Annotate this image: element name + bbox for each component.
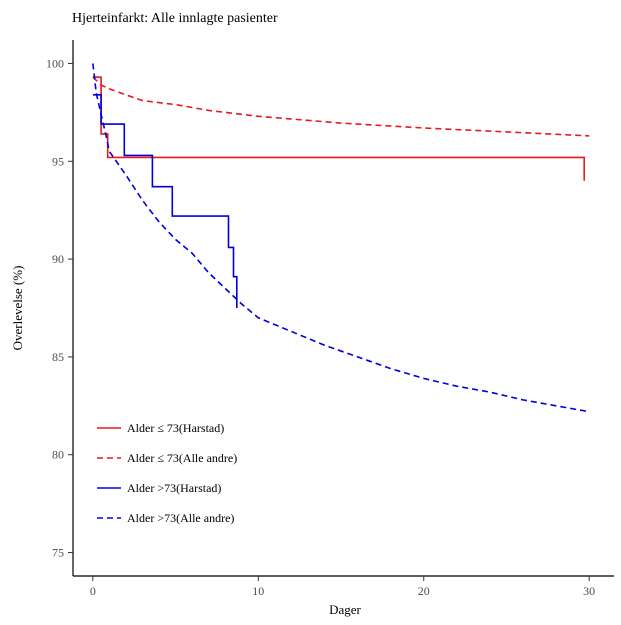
y-tick-label: 75: [52, 546, 64, 560]
x-tick-label: 10: [252, 584, 264, 598]
legend-label-1: Alder ≤ 73(Harstad): [127, 421, 224, 435]
y-tick-label: 80: [52, 448, 64, 462]
plot-area: [92, 63, 590, 413]
legend-label-2: Alder ≤ 73(Alle andre): [127, 451, 237, 465]
legend: Alder ≤ 73(Harstad) Alder ≤ 73(Alle andre…: [97, 421, 237, 525]
series-line-4: [92, 63, 590, 413]
y-axis-title: Overlevelse (%): [10, 266, 25, 351]
series-line-2: [92, 76, 590, 137]
y-tick-label: 100: [46, 56, 64, 70]
y-tick-label: 85: [52, 350, 64, 364]
y-axis-ticks: 75 80 85 90 95 100: [46, 56, 73, 560]
y-tick-label: 95: [52, 154, 64, 168]
legend-label-3: Alder >73(Harstad): [127, 481, 221, 495]
legend-label-4: Alder >73(Alle andre): [127, 511, 234, 525]
x-tick-label: 0: [90, 584, 96, 598]
x-tick-label: 30: [583, 584, 595, 598]
series-line-3: [92, 94, 238, 308]
series-line-1: [92, 76, 585, 181]
chart-title: Hjerteinfarkt: Alle innlagte pasienter: [72, 11, 278, 26]
x-axis-title: Dager: [329, 602, 361, 617]
y-tick-label: 90: [52, 252, 64, 266]
x-axis-ticks: 0 10 20 30: [90, 576, 595, 598]
x-tick-label: 20: [418, 584, 430, 598]
